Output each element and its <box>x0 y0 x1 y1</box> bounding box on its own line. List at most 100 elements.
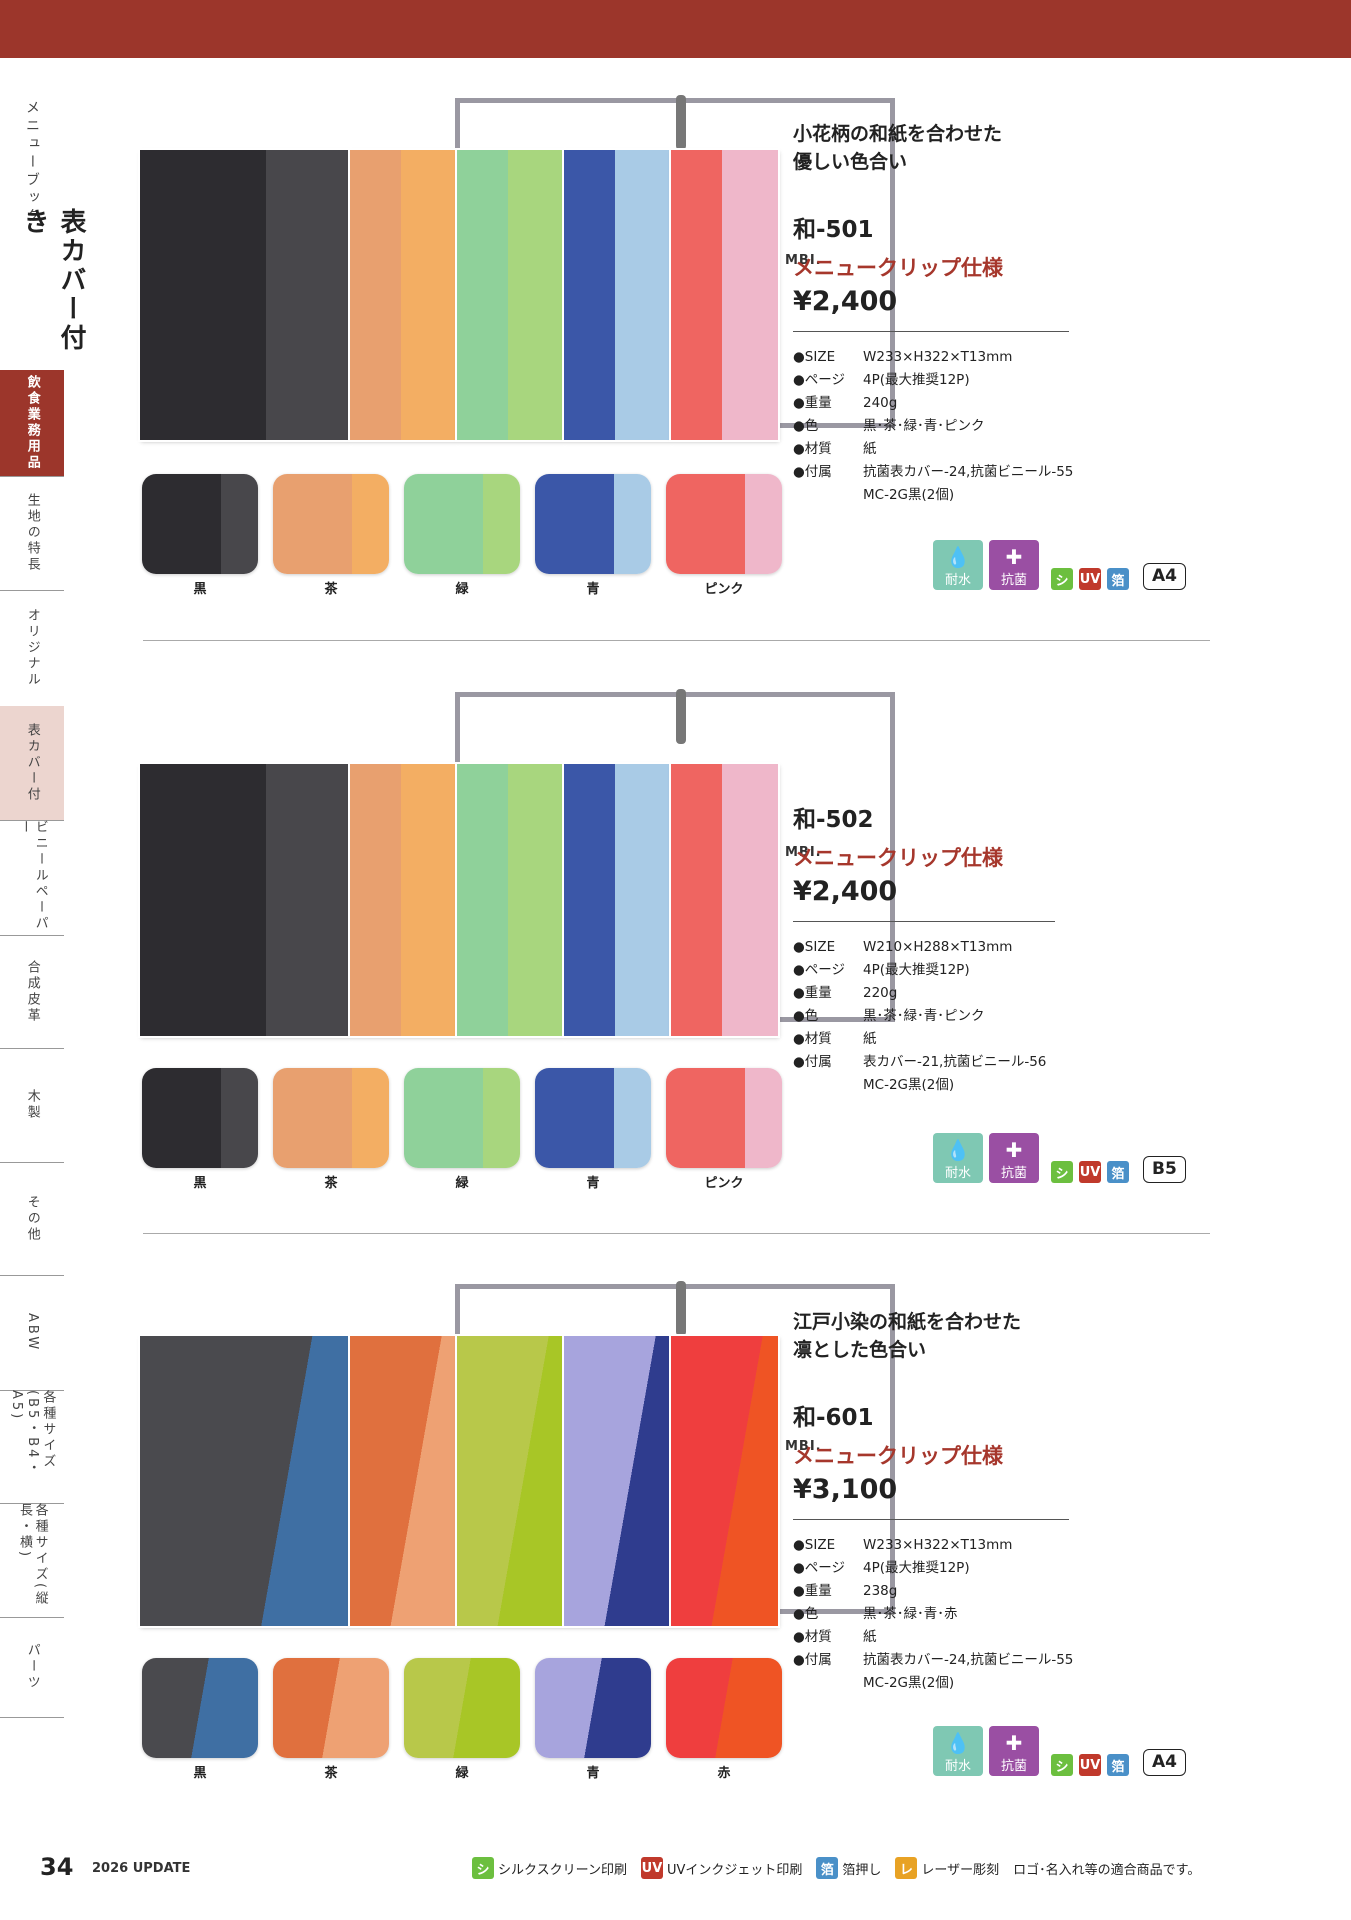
foil-icon: 箔 <box>1107 568 1129 590</box>
spec-row: ●色 黒･茶･緑･青･赤 <box>793 1603 1093 1626</box>
sidebar-tab-8[interactable]: ABW <box>0 1275 64 1391</box>
sidebar-tab-4[interactable]: ビニールペーパー <box>0 820 64 936</box>
spec-list: ●SIZE W233×H322×T13mm ●ページ 4P(最大推奨12P) ●重量 24… <box>793 346 1093 507</box>
swatch-label: 黒 <box>193 1766 207 1781</box>
tagline-line-1: 小花柄の和紙を合わせた <box>793 123 1003 145</box>
product-info: 小花柄の和紙を合わせた 優しい色合い 和-501 メニュークリップ仕様 ¥2,400 ●S… <box>793 120 1093 507</box>
legend-uv-label: UVインクジェット印刷 <box>666 1862 803 1878</box>
spec-key: ●SIZE <box>793 939 836 955</box>
spec-value: 黒･茶･緑･青･赤 <box>863 1606 958 1622</box>
spec-row: ●ページ 4P(最大推奨12P) <box>793 369 1093 392</box>
swatch-label: 青 <box>586 1766 600 1781</box>
spec-value: 4P(最大推奨12P) <box>863 372 970 388</box>
antibacterial-badge: ✚ 抗菌 <box>989 540 1039 590</box>
spec-row: ●材質 紙 <box>793 1028 1093 1051</box>
antibac-label: 抗菌 <box>1000 1166 1027 1181</box>
swatch-label: 茶 <box>324 1176 338 1191</box>
color-swatch: 黒 <box>142 1658 258 1781</box>
silk-icon: シ <box>1051 568 1073 590</box>
sidebar-tab-5[interactable]: 合成皮革 <box>0 935 64 1049</box>
antibacterial-badge: ✚ 抗菌 <box>989 1726 1039 1776</box>
swatch-label: 赤 <box>717 1766 731 1781</box>
spec-value: 4P(最大推奨12P) <box>863 1560 970 1576</box>
sidebar-tab-9[interactable]: 各種サイズ(B5・B4・A5) <box>0 1390 64 1504</box>
clip-icon <box>676 95 686 150</box>
spec-value: 黒･茶･緑･青･ピンク <box>863 418 985 434</box>
cover-row <box>140 150 778 440</box>
product-tagline: 小花柄の和紙を合わせた 優しい色合い <box>793 120 1093 176</box>
spec-value: 4P(最大推奨12P) <box>863 962 970 978</box>
sidebar-tab-0[interactable]: 飲食業務用品 <box>0 370 64 477</box>
sidebar-tab-10[interactable]: 各種サイズ(縦長・横) <box>0 1503 64 1618</box>
antibacterial-icon: ✚ <box>1005 1138 1023 1162</box>
legend-foil-label: 箔押し <box>842 1862 882 1878</box>
product-model: 和-501 <box>793 217 874 243</box>
sidebar-tab-11[interactable]: パーツ <box>0 1617 64 1718</box>
antibac-label: 抗菌 <box>1000 1759 1027 1774</box>
legend-silk: シ シルクスクリーン印刷 <box>472 1857 627 1879</box>
sidebar-tab-6[interactable]: 木製 <box>0 1048 64 1163</box>
color-swatch: ピンク <box>666 1068 782 1191</box>
sidebar-tab-1[interactable]: 生地の特長 <box>0 476 64 591</box>
print-legend: シ シルクスクリーン印刷 UV UVインクジェット印刷 箔 箔押し レ レーザー… <box>472 1857 1200 1879</box>
swatch-label: 茶 <box>324 1766 338 1781</box>
tagline-line-2: 優しい色合い <box>793 151 908 173</box>
cover-row <box>140 1336 778 1626</box>
sidebar-tab-label: その他 <box>24 1194 40 1243</box>
sidebar-tab-3[interactable]: 表カバー付 <box>0 706 64 821</box>
antibacterial-badge: ✚ 抗菌 <box>989 1133 1039 1183</box>
spec-key: ●SIZE <box>793 1537 836 1553</box>
foil-icon: 箔 <box>816 1857 839 1879</box>
spec-value: 238g <box>863 1583 898 1599</box>
swatch-image <box>273 1658 389 1758</box>
tagline-line-2: 凛とした色合い <box>793 1339 927 1361</box>
spec-row: ●重量 220g <box>793 982 1093 1005</box>
swatch-label: 青 <box>586 582 600 597</box>
spec-row: ●色 黒･茶･緑･青･ピンク <box>793 415 1093 438</box>
swatch-image <box>535 1068 651 1168</box>
spec-type: メニュークリップ仕様 <box>793 846 1003 870</box>
silk-icon: シ <box>1051 1754 1073 1776</box>
spec-key <box>793 1672 863 1695</box>
color-swatch: 青 <box>535 1658 651 1781</box>
legend-laser: レ レーザー彫刻 <box>895 1857 999 1879</box>
swatch-label: 黒 <box>193 1176 207 1191</box>
sidebar-tab-label: 生地の特長 <box>24 493 40 573</box>
spec-row: ●SIZE W233×H322×T13mm <box>793 346 1093 369</box>
product-mockup: MBI. <box>140 1281 900 1664</box>
spec-value: W233×H322×T13mm <box>863 349 1013 365</box>
swatch-image <box>142 1068 258 1168</box>
clip-icon <box>676 689 686 744</box>
binder-logo: MBI. <box>785 1439 822 1454</box>
color-swatch: 赤 <box>666 1658 782 1781</box>
spec-key: ●材質 <box>793 1031 832 1047</box>
paper-size-badge: B5 <box>1143 1156 1186 1183</box>
feature-badges: 💧 耐水 ✚ 抗菌 シ UV 箔 A4 <box>933 540 1186 590</box>
product-info: 和-502 メニュークリップ仕様 ¥2,400 ●SIZE W210×H288×T13m… <box>793 800 1093 1097</box>
spec-key: ●重量 <box>793 985 832 1001</box>
spec-key <box>793 484 863 507</box>
spec-row: ●付属 抗菌表カバー-24,抗菌ビニール-55 <box>793 461 1093 484</box>
swatch-image <box>404 1068 520 1168</box>
cover-sample <box>671 1336 778 1626</box>
color-swatches: 黒 茶 緑 青 ピンク <box>142 474 782 597</box>
feature-badges: 💧 耐水 ✚ 抗菌 シ UV 箔 B5 <box>933 1133 1186 1183</box>
color-swatch: 緑 <box>404 474 520 597</box>
swatch-image <box>666 1658 782 1758</box>
product-model: 和-601 <box>793 1405 874 1431</box>
water-label: 耐水 <box>944 1166 971 1181</box>
antibacterial-icon: ✚ <box>1005 545 1023 569</box>
color-swatches: 黒 茶 緑 青 ピンク <box>142 1068 782 1191</box>
sidebar-tab-label: 表カバー付 <box>24 723 40 803</box>
sidebar-tab-label: ビニールペーパー <box>17 820 48 932</box>
sidebar-tab-label: 木製 <box>24 1089 40 1121</box>
uv-icon: UV <box>640 1857 663 1879</box>
color-swatch: ピンク <box>666 474 782 597</box>
sidebar-tab-2[interactable]: オリジナル <box>0 590 64 707</box>
cover-sample <box>140 150 350 440</box>
spec-row: ●付属 抗菌表カバー-24,抗菌ビニール-55 <box>793 1649 1093 1672</box>
product-model: 和-502 <box>793 807 874 833</box>
sidebar-tab-7[interactable]: その他 <box>0 1162 64 1276</box>
spec-row: MC-2G黒(2個) <box>793 1074 1093 1097</box>
cover-sample <box>671 764 778 1036</box>
